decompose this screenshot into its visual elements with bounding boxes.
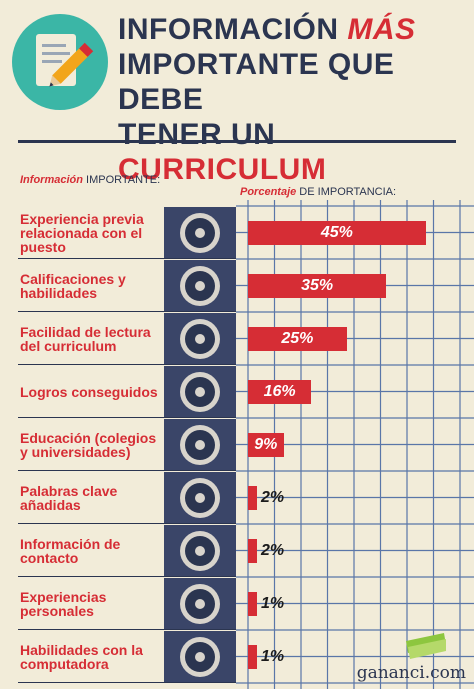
icon-panel xyxy=(164,419,236,471)
bar: 35% xyxy=(248,274,387,298)
title-part2: MÁS xyxy=(347,13,416,46)
chart-row: Educación (colegios y universidades) 9% xyxy=(0,419,474,471)
icon-core xyxy=(185,324,215,354)
icon-core xyxy=(185,642,215,672)
mouse-icon xyxy=(180,478,220,518)
clipboard-check-icon xyxy=(180,319,220,359)
laptop-icon xyxy=(180,637,220,677)
certificate-icon xyxy=(180,266,220,306)
category-label: Palabras clave añadidas xyxy=(20,483,118,513)
bar-value-label: 35% xyxy=(301,277,334,294)
header: INFORMACIÓN MÁS IMPORTANTE QUE DEBE TENE… xyxy=(0,0,474,186)
bar-value-label: 16% xyxy=(263,383,296,400)
chart-row: Información de contacto 2% xyxy=(0,525,474,577)
left-heading-rest: IMPORTANTE: xyxy=(82,174,161,186)
chart-row: Calificaciones y habilidades 35% xyxy=(0,260,474,312)
icon-panel xyxy=(164,260,236,312)
category-label: Facilidad de lectura del curriculum xyxy=(20,324,151,354)
id-card-icon xyxy=(180,531,220,571)
icon-core xyxy=(185,589,215,619)
icon-core xyxy=(185,377,215,407)
page-title: INFORMACIÓN MÁS IMPORTANTE QUE DEBE TENE… xyxy=(118,12,468,187)
bar: 25% xyxy=(248,327,347,351)
category-label: Educación (colegios y universidades) xyxy=(20,430,157,460)
bar-value-label: 1% xyxy=(261,648,285,665)
title-line2: IMPORTANTE QUE DEBE xyxy=(118,48,395,116)
bar-value-label: 9% xyxy=(254,436,278,453)
chart-row: Facilidad de lectura del curriculum 25% xyxy=(0,313,474,365)
icon-panel xyxy=(164,366,236,418)
chart-row: Logros conseguidos 16% xyxy=(0,366,474,418)
title-line3a: TENER UN xyxy=(118,118,276,151)
bar-value-label: 1% xyxy=(261,595,285,612)
bar-value-label: 2% xyxy=(261,542,285,559)
graduation-cap-icon xyxy=(180,425,220,465)
row-separator xyxy=(18,311,236,312)
category-label: Experiencia previa relacionada con el pu… xyxy=(20,211,144,255)
row-separator xyxy=(18,258,236,259)
chart-row: Experiencias personales 1% xyxy=(0,578,474,630)
header-divider xyxy=(18,140,456,143)
chart-row: Palabras clave añadidas 2% xyxy=(0,472,474,524)
icon-core xyxy=(185,271,215,301)
row-separator xyxy=(18,682,236,683)
bar xyxy=(248,645,257,669)
brand-logo-icon xyxy=(406,633,446,659)
row-separator xyxy=(18,576,236,577)
icon-core xyxy=(185,430,215,460)
icon-core xyxy=(185,218,215,248)
category-label: Información de contacto xyxy=(20,536,121,566)
handshake-icon xyxy=(180,213,220,253)
category-label: Habilidades con la computadora xyxy=(20,642,143,672)
row-separator xyxy=(18,629,236,630)
icon-panel xyxy=(164,525,236,577)
icon-panel xyxy=(164,313,236,365)
left-heading-accent: Información xyxy=(20,174,83,186)
category-label: Experiencias personales xyxy=(20,589,107,619)
right-column-heading: Porcentaje DE IMPORTANCIA: xyxy=(240,186,396,198)
person-desk-icon xyxy=(180,372,220,412)
bar: 45% xyxy=(248,221,426,245)
category-label: Logros conseguidos xyxy=(20,384,158,400)
row-separator xyxy=(18,523,236,524)
row-separator xyxy=(18,364,236,365)
title-part1: INFORMACIÓN xyxy=(118,13,339,46)
chart-row: Experiencia previa relacionada con el pu… xyxy=(0,207,474,259)
bar-value-label: 2% xyxy=(261,489,285,506)
row-separator xyxy=(18,470,236,471)
icon-panel xyxy=(164,472,236,524)
row-separator xyxy=(18,417,236,418)
right-heading-accent: Porcentaje xyxy=(240,186,297,198)
pencil-paper-icon xyxy=(36,34,94,87)
right-heading-rest: DE IMPORTANCIA: xyxy=(296,186,397,198)
bar xyxy=(248,486,257,510)
chart-row: Habilidades con la computadora 1% xyxy=(0,631,474,683)
left-column-heading: Información IMPORTANTE: xyxy=(20,174,160,186)
speech-bubble-icon xyxy=(180,584,220,624)
bar xyxy=(248,592,257,616)
bar: 9% xyxy=(248,433,284,457)
bar: 16% xyxy=(248,380,312,404)
logo-circle xyxy=(12,14,108,110)
icon-core xyxy=(185,536,215,566)
icon-panel xyxy=(164,207,236,259)
brand-name: gananci.com xyxy=(356,663,466,683)
category-label: Calificaciones y habilidades xyxy=(20,271,126,301)
bar xyxy=(248,539,257,563)
icon-panel xyxy=(164,578,236,630)
bar-value-label: 25% xyxy=(281,330,314,347)
bar-value-label: 45% xyxy=(320,224,353,241)
icon-core xyxy=(185,483,215,513)
icon-panel xyxy=(164,631,236,683)
title-line3b: CURRICULUM xyxy=(118,153,327,186)
